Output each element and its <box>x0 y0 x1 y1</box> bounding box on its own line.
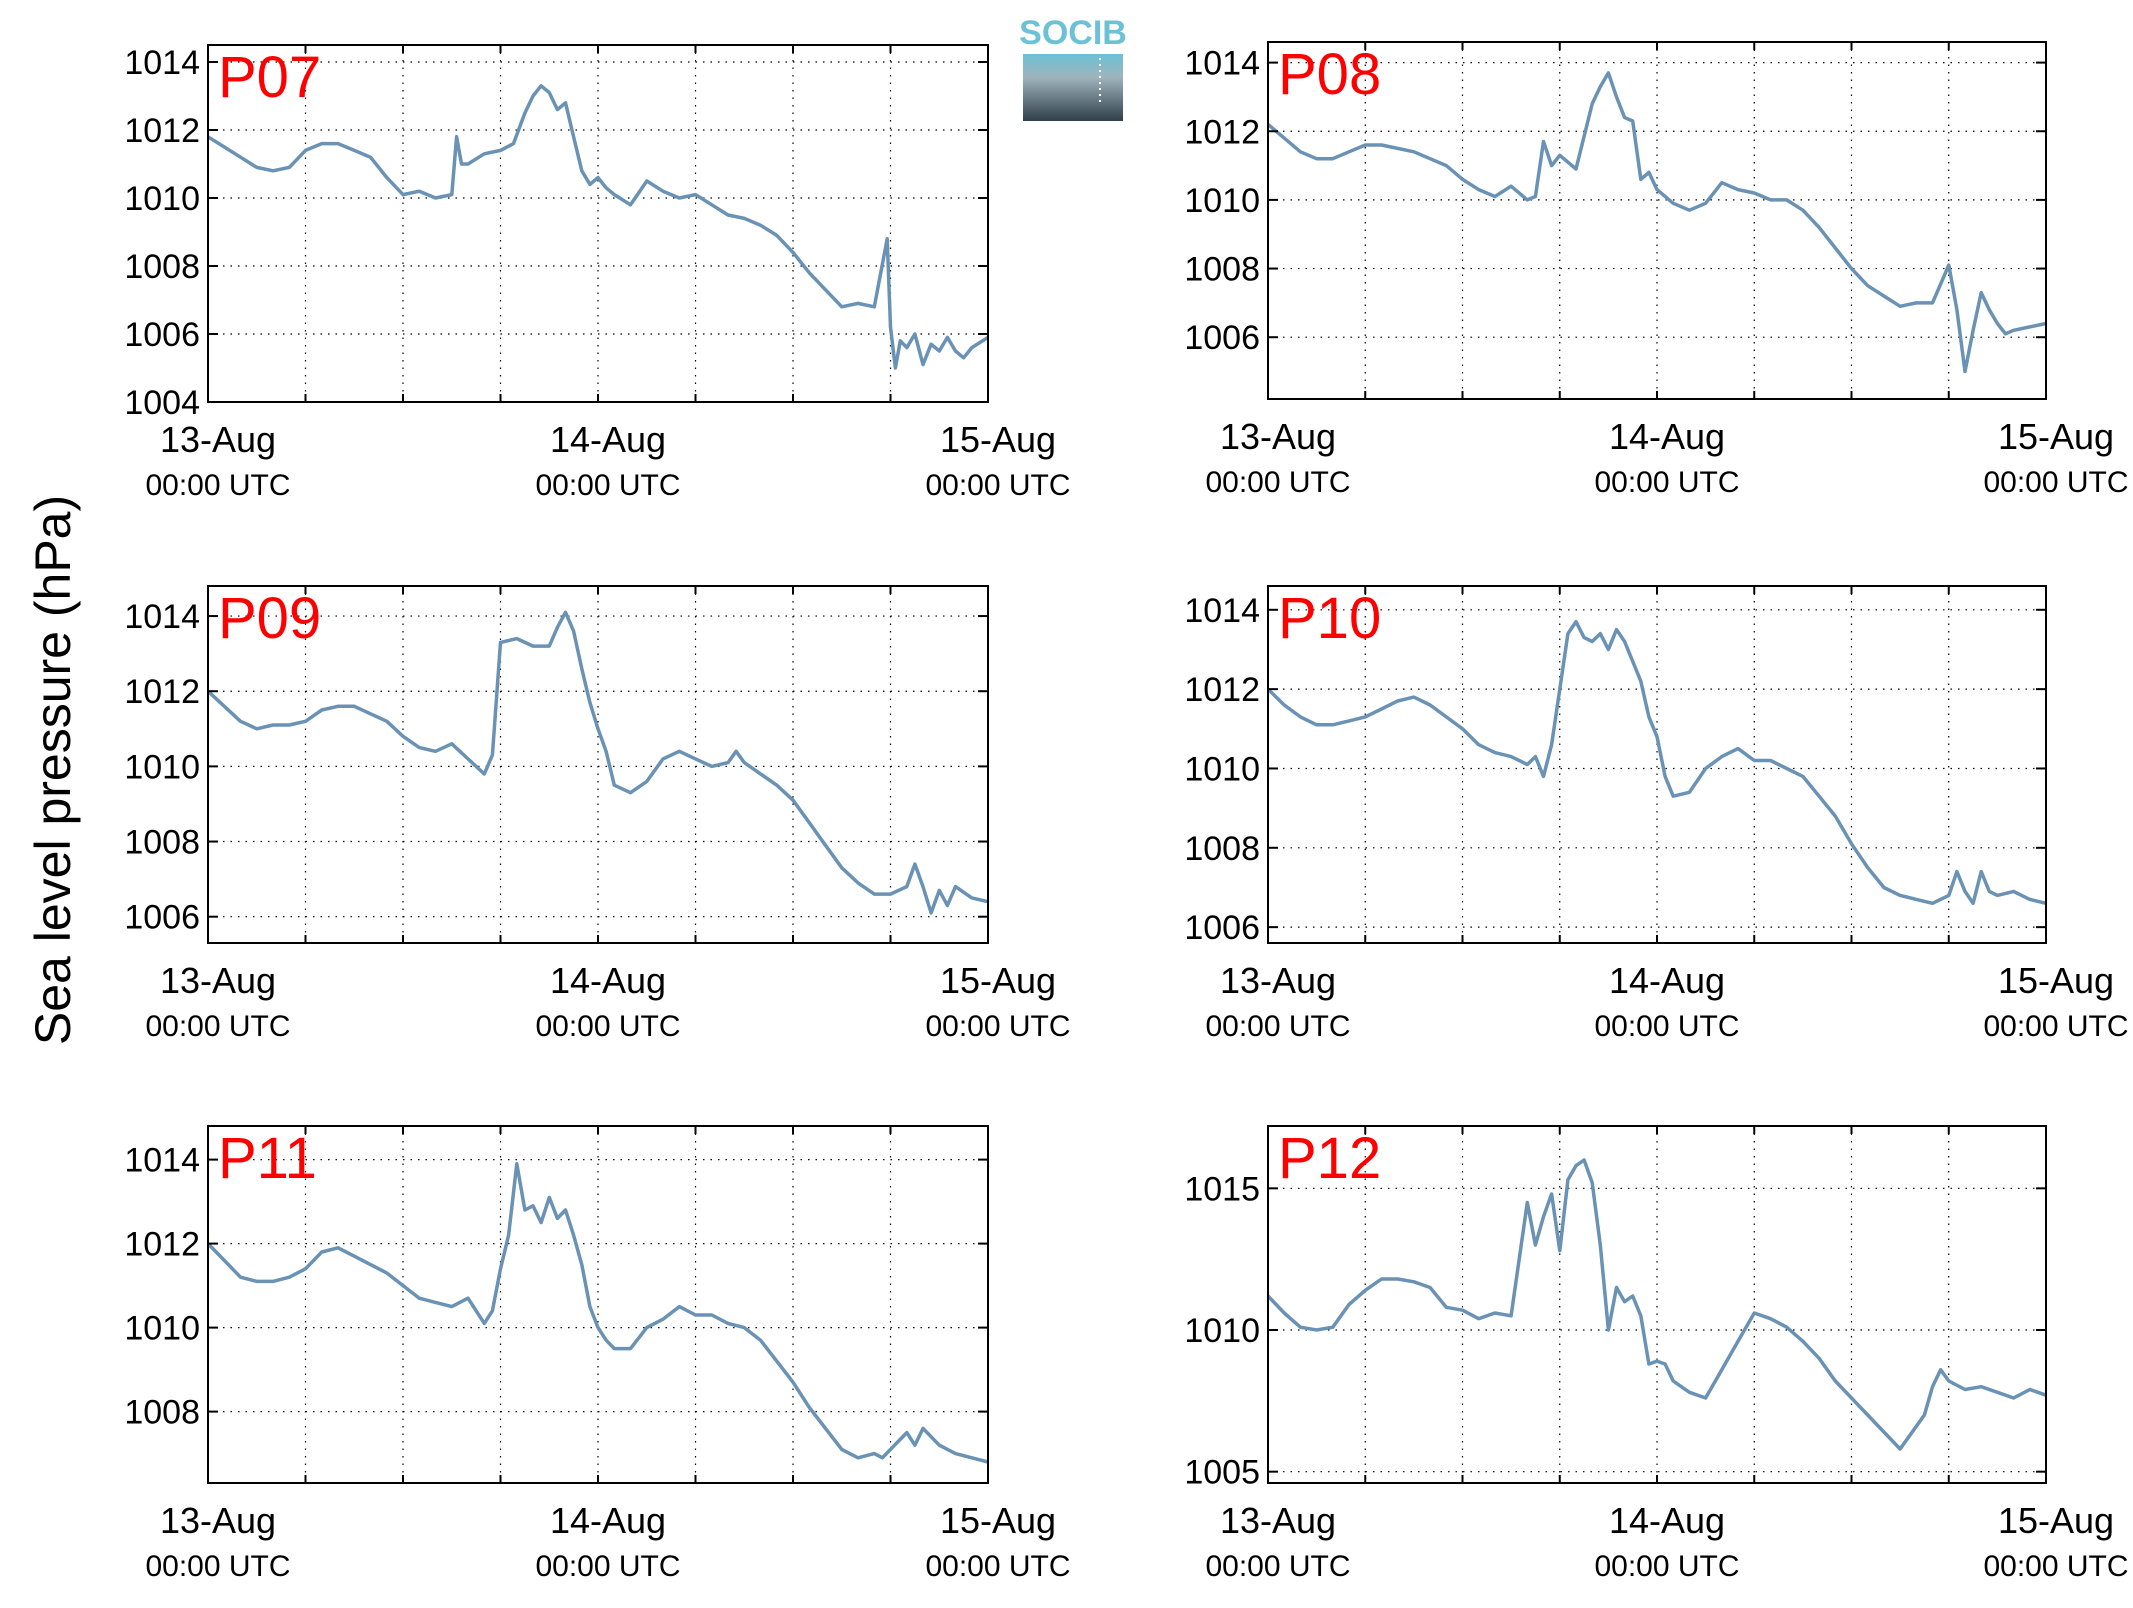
y-tick-label: 1006 <box>124 899 200 937</box>
y-tick-label: 1012 <box>1184 113 1260 151</box>
plot-area <box>208 1126 988 1483</box>
x-tick-label: 13-Aug <box>160 419 276 460</box>
logo-text: SOCIB <box>1019 14 1127 52</box>
x-tick-label: 14-Aug <box>1609 1500 1725 1541</box>
y-tick-label: 1010 <box>1184 182 1260 220</box>
plot-area <box>1268 586 2046 943</box>
x-tick-label: 13-Aug <box>160 960 276 1001</box>
plot-area <box>208 45 988 402</box>
x-tick-sublabel: 00:00 UTC <box>145 1550 290 1583</box>
y-tick-label: 1012 <box>124 1226 200 1264</box>
y-tick-label: 1012 <box>124 673 200 711</box>
x-tick-sublabel: 00:00 UTC <box>1983 1550 2128 1583</box>
x-tick-label: 13-Aug <box>1220 1500 1336 1541</box>
y-tick-label: 1008 <box>124 1394 200 1432</box>
series-line <box>1266 1158 2047 1451</box>
y-tick-label: 1006 <box>1184 909 1260 947</box>
y-axis-label: Sea level pressure (hPa) <box>25 495 81 1045</box>
panel-title: P07 <box>218 45 321 110</box>
x-tick-label: 15-Aug <box>1998 416 2114 457</box>
panel-title: P09 <box>218 586 321 651</box>
panel-p12: 1005 1010 1015 13-Aug 00:00 UTC 14-Aug 00:00 U… <box>1184 1125 2129 1583</box>
y-tick-label: 1010 <box>1184 750 1260 788</box>
panel-p11: 1008 1010 1012 1014 13-Aug 00:00 UTC 14-Aug 00:… <box>124 1125 1071 1583</box>
x-tick-sublabel: 00:00 UTC <box>535 1010 680 1043</box>
x-tick-sublabel: 00:00 UTC <box>1594 1550 1739 1583</box>
x-tick-label: 14-Aug <box>1609 960 1725 1001</box>
y-tick-label: 1008 <box>124 248 200 286</box>
x-tick-sublabel: 00:00 UTC <box>535 1550 680 1583</box>
y-tick-label: 1005 <box>1184 1454 1260 1492</box>
x-tick-label: 14-Aug <box>550 1500 666 1541</box>
y-tick-label: 1010 <box>124 1310 200 1348</box>
y-tick-label: 1006 <box>1184 319 1260 357</box>
x-tick-label: 15-Aug <box>940 419 1056 460</box>
x-tick-label: 13-Aug <box>1220 416 1336 457</box>
x-tick-sublabel: 00:00 UTC <box>1205 1010 1350 1043</box>
x-tick-label: 13-Aug <box>160 1500 276 1541</box>
x-tick-sublabel: 00:00 UTC <box>925 1010 1070 1043</box>
y-tick-label: 1012 <box>124 112 200 150</box>
y-tick-label: 1008 <box>1184 830 1260 868</box>
logo-block <box>1023 54 1123 121</box>
y-tick-label: 1006 <box>124 316 200 354</box>
x-tick-label: 13-Aug <box>1220 960 1336 1001</box>
x-tick-sublabel: 00:00 UTC <box>145 469 290 502</box>
x-tick-sublabel: 00:00 UTC <box>1983 1010 2128 1043</box>
panel-p10: 1006 1008 1010 1012 1014 13-Aug 00:00 UTC 14-Au… <box>1184 585 2129 1043</box>
y-tick-label: 1010 <box>1184 1312 1260 1350</box>
y-tick-label: 1012 <box>1184 671 1260 709</box>
series-line <box>206 1162 989 1464</box>
y-tick-label: 1014 <box>1184 45 1260 83</box>
y-tick-label: 1008 <box>1184 251 1260 289</box>
x-tick-label: 15-Aug <box>940 960 1056 1001</box>
x-tick-sublabel: 00:00 UTC <box>925 1550 1070 1583</box>
x-tick-sublabel: 00:00 UTC <box>535 469 680 502</box>
panel-p08: 1006 1008 1010 1012 1014 13-Aug 00:00 UTC 14-Au… <box>1184 41 2129 499</box>
x-tick-label: 15-Aug <box>940 1500 1056 1541</box>
panel-title: P08 <box>1278 42 1381 107</box>
y-tick-label: 1010 <box>124 748 200 786</box>
series-line <box>1266 619 2047 906</box>
panel-title: P11 <box>218 1126 317 1191</box>
x-tick-label: 14-Aug <box>550 960 666 1001</box>
x-tick-label: 15-Aug <box>1998 960 2114 1001</box>
x-tick-sublabel: 00:00 UTC <box>1205 466 1350 499</box>
panel-p09: 1006 1008 1010 1012 1014 13-Aug 00:00 UTC 14-Au… <box>124 585 1071 1043</box>
y-tick-label: 1014 <box>124 1142 200 1180</box>
x-tick-sublabel: 00:00 UTC <box>1205 1550 1350 1583</box>
series-line <box>206 610 989 915</box>
panel-title: P10 <box>1278 586 1381 651</box>
y-tick-label: 1010 <box>124 180 200 218</box>
x-tick-sublabel: 00:00 UTC <box>1594 1010 1739 1043</box>
x-tick-label: 15-Aug <box>1998 1500 2114 1541</box>
x-tick-sublabel: 00:00 UTC <box>1594 466 1739 499</box>
panel-title: P12 <box>1278 1126 1381 1191</box>
y-tick-label: 1014 <box>124 598 200 636</box>
x-tick-sublabel: 00:00 UTC <box>1983 466 2128 499</box>
y-tick-label: 1014 <box>1184 592 1260 630</box>
series-line <box>1266 71 2047 374</box>
plot-area <box>1268 42 2046 399</box>
y-tick-label: 1015 <box>1184 1170 1260 1208</box>
x-tick-label: 14-Aug <box>1609 416 1725 457</box>
y-tick-label: 1014 <box>124 44 200 82</box>
socib-logo: SOCIB <box>1019 14 1127 121</box>
x-tick-sublabel: 00:00 UTC <box>145 1010 290 1043</box>
x-tick-label: 14-Aug <box>550 419 666 460</box>
x-tick-sublabel: 00:00 UTC <box>925 469 1070 502</box>
series-line <box>207 84 989 370</box>
panel-p07: 1004 1006 1008 1010 1012 1014 13-Aug 00:00 UTC 1… <box>124 44 1071 502</box>
y-tick-label: 1008 <box>124 824 200 862</box>
y-tick-label: 1004 <box>124 384 200 422</box>
